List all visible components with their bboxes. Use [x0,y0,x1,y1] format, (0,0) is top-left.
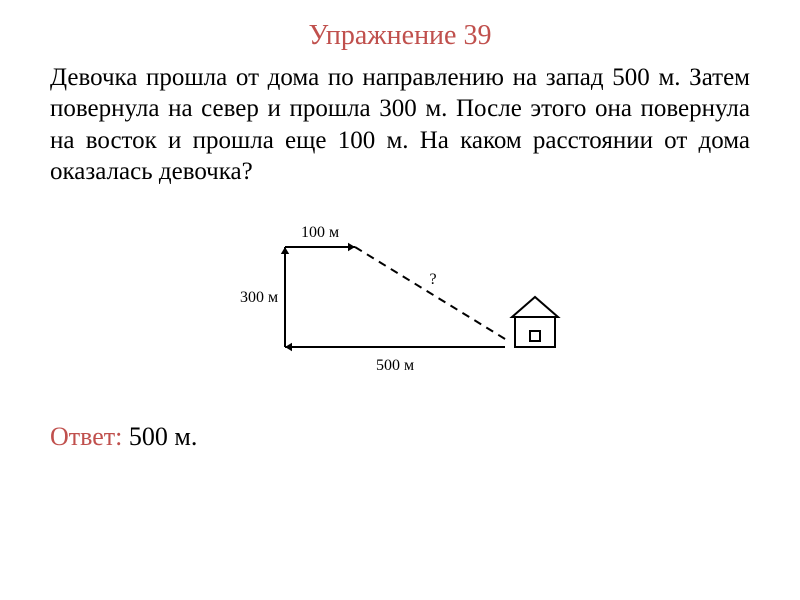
diagram-svg: 500 м 300 м 100 м? [215,212,585,387]
label-500m: 500 м [376,357,414,374]
problem-text: Девочка прошла от дома по направлению на… [50,62,750,187]
answer-value: 500 м. [122,422,197,451]
label-question-mark: ? [429,271,436,288]
answer-line: Ответ: 500 м. [50,422,750,452]
path-diagram: 500 м 300 м 100 м? [50,212,750,392]
label-100m: 100 м [301,224,339,241]
exercise-slide: Упражнение 39 Девочка прошла от дома по … [0,0,800,600]
exercise-title: Упражнение 39 [50,20,750,52]
answer-label: Ответ: [50,422,122,451]
label-300m: 300 м [240,289,278,306]
